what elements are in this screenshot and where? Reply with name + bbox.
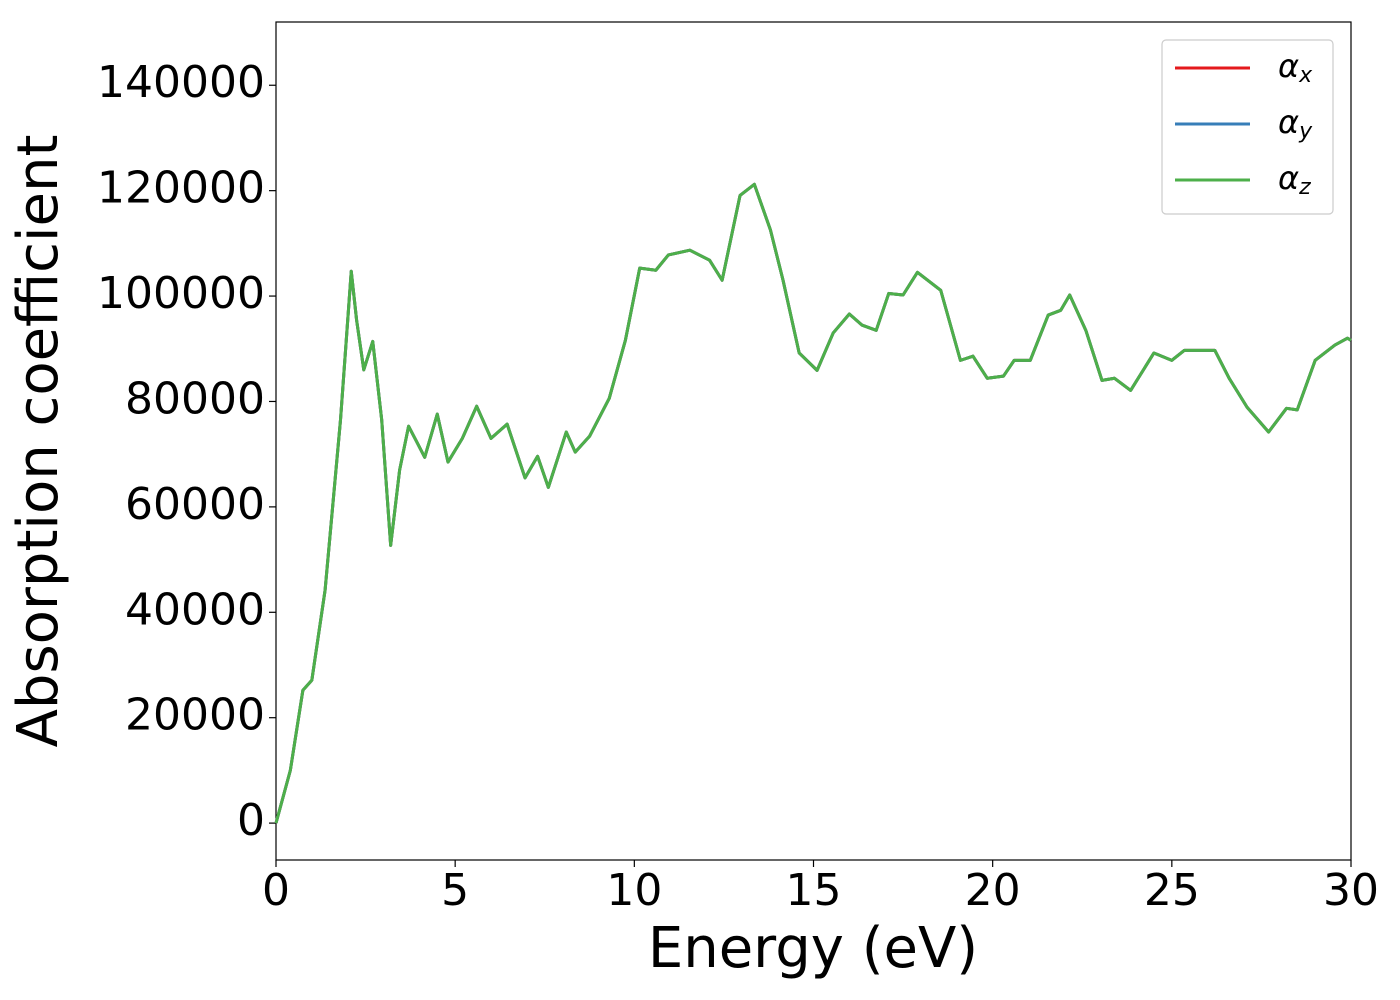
legend-label: αx <box>1278 47 1313 88</box>
y-tick-label: 120000 <box>97 163 265 214</box>
data-line <box>274 182 1352 824</box>
legend-label: αy <box>1278 103 1313 144</box>
data-line <box>274 182 1352 824</box>
x-tick-label: 0 <box>262 865 290 916</box>
x-tick-label: 30 <box>1323 865 1379 916</box>
x-tick-label: 5 <box>441 865 469 916</box>
x-tick-label: 10 <box>606 865 662 916</box>
y-tick-label: 80000 <box>125 373 265 424</box>
y-tick-label: 100000 <box>97 268 265 319</box>
x-tick-label: 25 <box>1144 865 1200 916</box>
data-line <box>274 182 1352 824</box>
y-axis-label: Absorption coefficient <box>6 135 71 748</box>
y-tick-label: 40000 <box>125 584 265 635</box>
legend-label: αz <box>1278 159 1311 200</box>
y-tick-label: 140000 <box>97 57 265 108</box>
y-tick-label: 0 <box>237 795 265 846</box>
x-tick-label: 15 <box>786 865 842 916</box>
y-tick-label: 20000 <box>125 690 265 741</box>
x-axis-label: Energy (eV) <box>648 916 978 981</box>
x-tick-label: 20 <box>965 865 1021 916</box>
legend-box <box>1161 39 1334 215</box>
y-tick-label: 60000 <box>125 479 265 530</box>
